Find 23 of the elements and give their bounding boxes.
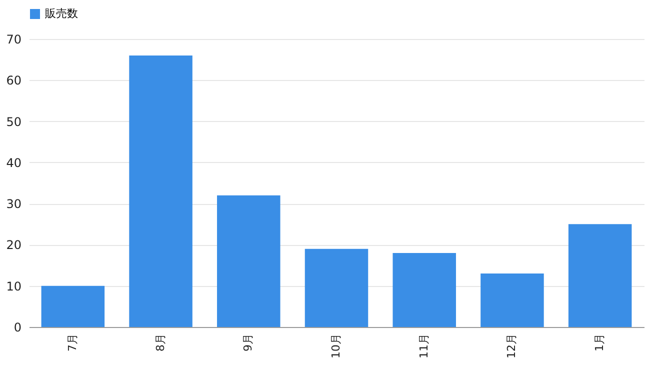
y-tick-label: 50 <box>6 114 22 129</box>
x-tick-label: 9月 <box>242 334 255 352</box>
bar <box>480 274 544 327</box>
y-tick-label: 10 <box>6 279 22 294</box>
bar <box>129 55 192 327</box>
legend-label: 販売数 <box>45 7 78 20</box>
y-tick-label: 30 <box>6 197 22 212</box>
x-tick-label: 10月 <box>330 334 342 358</box>
y-tick-label: 0 <box>14 320 22 334</box>
x-tick-label: 7月 <box>66 334 79 352</box>
y-tick-label: 20 <box>6 238 22 252</box>
bar <box>392 252 456 327</box>
bar <box>217 195 280 327</box>
x-tick-label: 12月 <box>505 334 518 358</box>
x-tick-label: 1月 <box>593 334 606 352</box>
bar <box>304 248 368 327</box>
bar <box>41 286 105 327</box>
y-tick-label: 60 <box>6 74 22 88</box>
y-tick-label: 40 <box>6 156 22 170</box>
x-tick-label: 11月 <box>417 334 430 358</box>
y-tick-label: 70 <box>6 32 22 46</box>
x-tick-label: 8月 <box>154 334 167 352</box>
bar <box>568 224 632 327</box>
